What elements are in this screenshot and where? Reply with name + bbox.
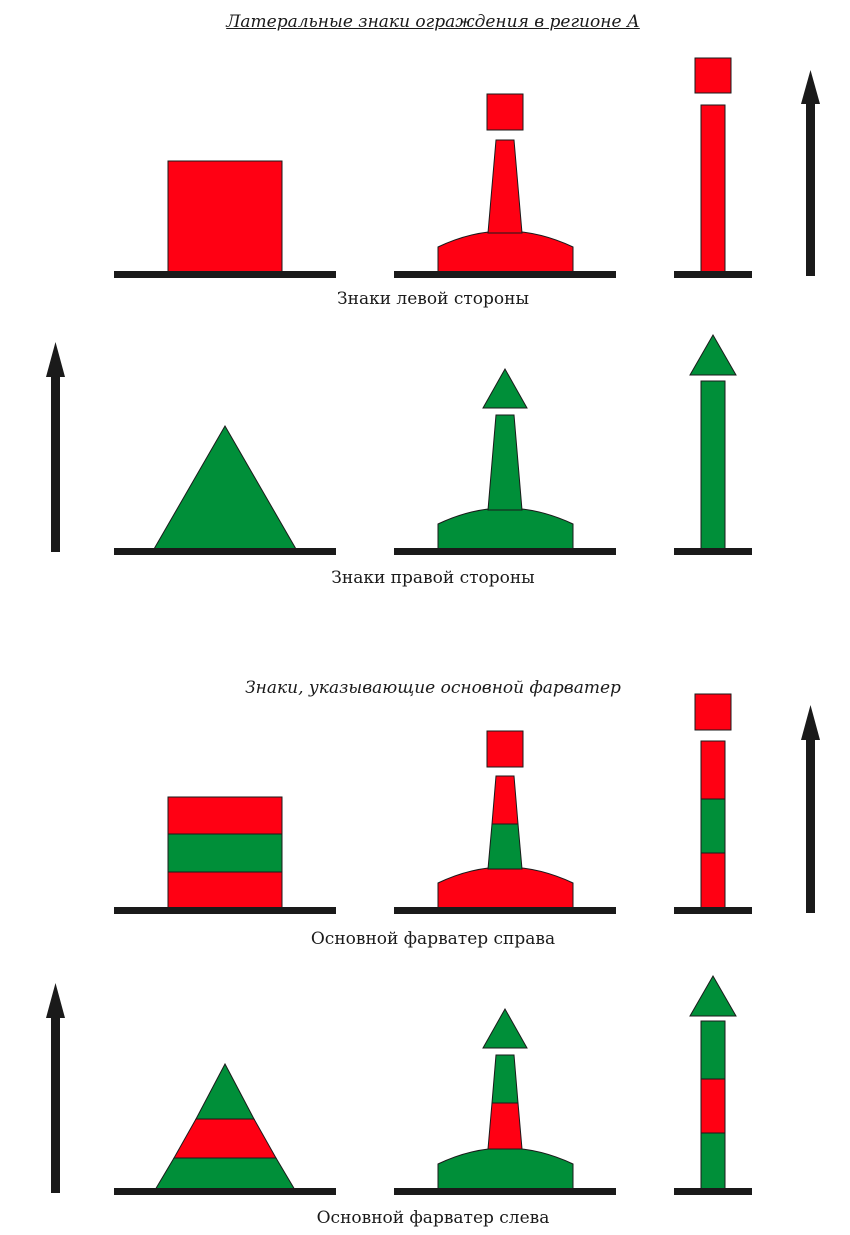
can-buoy-red [167,160,283,274]
caption-right-side-marks: Знаки правой стороны [331,568,535,588]
ground-line [674,907,752,914]
ground-line [674,1188,752,1195]
direction-arrow-up [46,983,65,1193]
caption-left-side-marks: Знаки левой стороны [337,289,529,309]
cone-topmark-green [482,1007,528,1049]
ground-line [114,271,336,278]
pillar-buoy-mast-band-red [487,1102,523,1150]
cone-topmark-green [482,367,528,409]
row-channel-right [114,693,820,914]
spar-buoy-green [700,380,726,550]
spar-buoy-band-red [700,852,726,910]
cone-buoy-band-green [154,1157,296,1191]
can-buoy-band-red [167,796,283,835]
pillar-buoy-mast-red [487,139,523,234]
ground-line [394,271,616,278]
spar-buoy-band-red [700,740,726,800]
pillar-buoy-mast-green [487,414,523,511]
can-buoy-band-red [167,871,283,910]
cone-buoy-band-red [173,1118,277,1159]
pillar-buoy-base-red [437,866,574,910]
direction-arrow-up [801,70,820,276]
spar-buoy-band-green [700,1020,726,1080]
row-right-side-marks [46,333,752,555]
pillar-buoy-mast-band-green [487,823,523,870]
ground-line [394,907,616,914]
square-topmark-red [694,693,732,731]
can-buoy-band-green [167,833,283,873]
ground-line [114,1188,336,1195]
pillar-buoy-base-green [437,1147,574,1191]
ground-line [674,548,752,555]
pillar-buoy-mast-band-red [491,775,519,825]
direction-arrow-up [801,705,820,913]
direction-arrow-up [46,342,65,552]
caption-channel-left: Основной фарватер слева [316,1208,550,1228]
square-topmark-red [694,57,732,94]
cone-topmark-green [689,333,737,376]
spar-buoy-band-red [700,1078,726,1134]
square-topmark-red [486,93,524,131]
pillar-buoy-mast-band-green [491,1054,519,1104]
section-subtitle: Знаки, указывающие основной фарватер [245,678,621,698]
ground-line [394,1188,616,1195]
square-topmark-red [486,730,524,768]
pillar-buoy-base-green [437,507,574,551]
spar-buoy-band-green [700,798,726,854]
cone-buoy-green [153,424,297,550]
row-left-side-marks [114,57,820,278]
diagram-title: Латеральные знаки ограждения в регионе А [226,12,640,32]
ground-line [114,907,336,914]
ground-line [394,548,616,555]
spar-buoy-band-green [700,1132,726,1190]
ground-line [674,271,752,278]
ground-line [114,548,336,555]
spar-buoy-red [700,104,726,274]
caption-channel-right: Основной фарватер справа [310,929,556,949]
row-channel-left [46,974,752,1195]
cone-topmark-green [689,974,737,1017]
cone-buoy-band-green [195,1062,255,1120]
pillar-buoy-base-red [437,230,574,274]
